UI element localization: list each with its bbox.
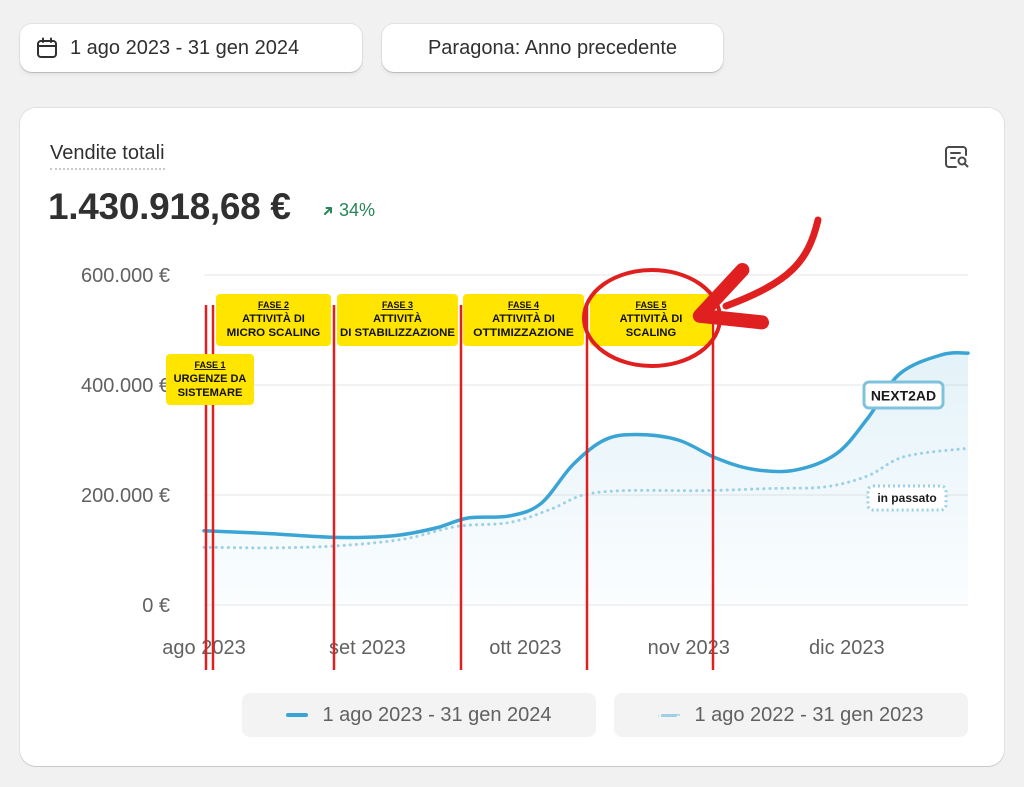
legend-label-previous: 1 ago 2022 - 31 gen 2023: [694, 703, 924, 726]
series-line-current[interactable]: [202, 351, 970, 540]
compare-label: Paragona: Anno precedente: [427, 36, 678, 59]
legend-item-previous[interactable]: 1 ago 2022 - 31 gen 2023: [614, 693, 968, 737]
metric-delta-value: 34%: [339, 200, 376, 220]
sales-card: Vendite totali 1.430.918,68 € 34% 1 ago …: [20, 108, 1004, 766]
chart-series: [202, 351, 970, 550]
metric-title[interactable]: Vendite totali: [50, 142, 165, 170]
chart-search-icon[interactable]: [944, 144, 970, 170]
legend-swatch-previous: [658, 713, 681, 717]
calendar-icon: [37, 37, 57, 58]
metric-value: 1.430.918,68 €: [48, 186, 291, 227]
legend-label-current: 1 ago 2023 - 31 gen 2024: [322, 703, 552, 726]
arrow-up-right-icon: [324, 206, 332, 215]
date-range-label: 1 ago 2023 - 31 gen 2024: [70, 36, 300, 59]
legend-swatch-current: [286, 713, 309, 717]
series-line-previous[interactable]: [202, 446, 970, 550]
date-range-button[interactable]: 1 ago 2023 - 31 gen 2024: [20, 24, 362, 72]
metric-delta: 34%: [322, 200, 375, 221]
compare-button[interactable]: Paragona: Anno precedente: [382, 24, 723, 72]
legend-item-current[interactable]: 1 ago 2023 - 31 gen 2024: [242, 693, 596, 737]
